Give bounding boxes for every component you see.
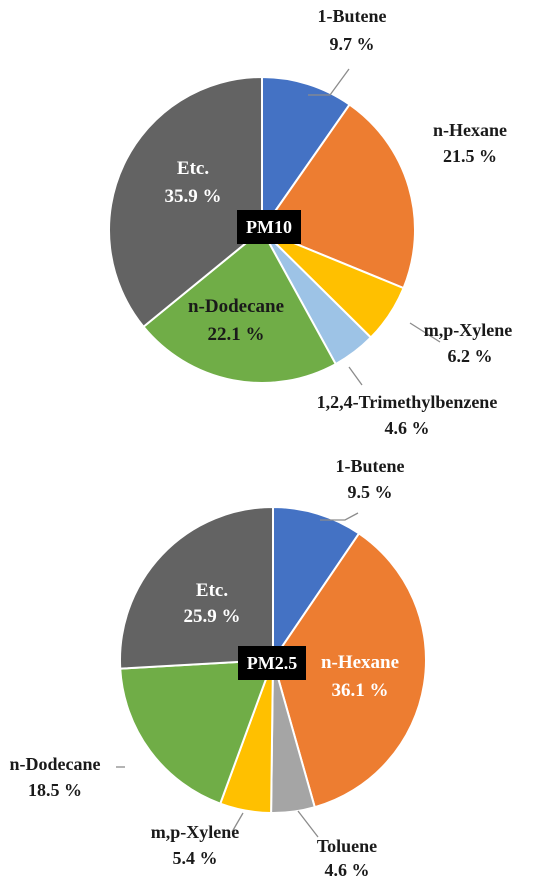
slice-value-n-hexane: 36.1 % xyxy=(332,680,389,701)
slice-label-n-hexane: n-Hexane xyxy=(321,652,399,673)
slice-label-1-butene: 1-Butene xyxy=(336,456,405,476)
slice-value-1-butene: 9.5 % xyxy=(348,482,393,502)
slice-value-n-hexane: 21.5 % xyxy=(443,146,497,166)
slice-label-etc: Etc. xyxy=(177,158,209,179)
pie-slice-etc xyxy=(108,75,263,329)
slice-label-n-dodecane: n-Dodecane xyxy=(188,296,284,317)
slice-label-1-2-4-trimethylbenzene: 1,2,4-Trimethylbenzene xyxy=(317,392,498,412)
pie-slice-n-hexane xyxy=(271,532,427,809)
center-label-box xyxy=(237,210,301,244)
slice-value-etc: 25.9 % xyxy=(184,606,241,627)
slice-label-m-p-xylene: m,p-Xylene xyxy=(151,822,240,842)
pie-slice-n-dodecane xyxy=(119,658,275,805)
center-label-box xyxy=(238,646,306,680)
leader-line-toluene xyxy=(297,810,319,838)
slice-value-m-p-xylene: 5.4 % xyxy=(173,848,218,868)
pie-slice-1-butene xyxy=(272,505,361,664)
slice-value-etc: 35.9 % xyxy=(165,186,222,207)
leader-line-1-butene xyxy=(308,68,350,96)
slice-value-n-dodecane: 22.1 % xyxy=(208,324,265,345)
slice-label-n-dodecane: n-Dodecane xyxy=(10,754,101,774)
slice-value-toluene: 4.6 % xyxy=(325,860,370,880)
pie-slice-1-butene xyxy=(261,75,351,234)
leader-line-m-p-xylene xyxy=(231,812,244,833)
slice-label-1-butene: 1-Butene xyxy=(318,6,387,26)
leader-line-1-butene xyxy=(320,512,359,521)
pm10-pie-chart: 1-Butene 9.7 % n-Hexane 21.5 % m,p-Xylene 6.2… xyxy=(108,6,513,438)
slice-value-1-butene: 9.7 % xyxy=(330,34,375,54)
slice-value-n-dodecane: 18.5 % xyxy=(28,780,82,800)
pm25-pie-chart: 1-Butene 9.5 % n-Hexane 36.1 % Toluene 4.6 % m… xyxy=(10,456,427,880)
slice-value-1-2-4-trimethylbenzene: 4.6 % xyxy=(385,418,430,438)
leader-line-m-p-xylene xyxy=(409,322,441,343)
slice-label-n-hexane: n-Hexane xyxy=(433,120,507,140)
pie-slice-n-dodecane xyxy=(142,228,338,384)
center-label: PM10 xyxy=(246,217,292,237)
slice-label-etc: Etc. xyxy=(196,580,228,601)
pie-slice-etc xyxy=(119,505,274,670)
slice-label-m-p-xylene: m,p-Xylene xyxy=(424,320,513,340)
slice-label-toluene: Toluene xyxy=(317,836,377,856)
leader-line-1-2-4-trimethylbenzene xyxy=(348,366,363,386)
slice-value-m-p-xylene: 6.2 % xyxy=(448,346,493,366)
center-label: PM2.5 xyxy=(247,653,297,673)
